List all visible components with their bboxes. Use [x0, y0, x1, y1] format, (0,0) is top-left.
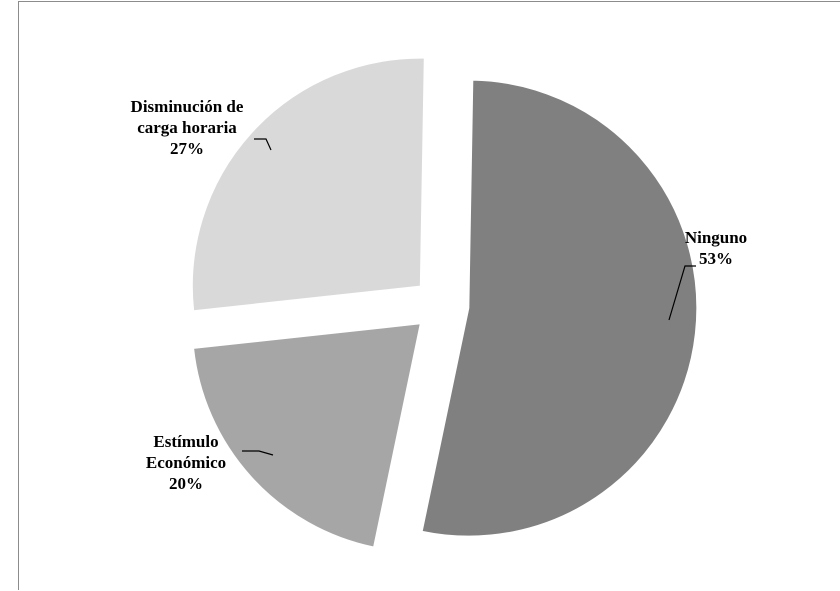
pie-slice-1: [422, 80, 697, 536]
pie-chart: Ninguno 53% Estímulo Económico 20% Disminució…: [9, 0, 840, 590]
slice-label-line: carga horaria: [137, 118, 237, 137]
slice-label-1: Ninguno 53%: [685, 228, 747, 268]
slice-label-line: 20%: [169, 474, 203, 493]
slice-label-2: Estímulo Económico 20%: [146, 432, 226, 493]
pie-slice-2: [194, 324, 421, 547]
slices-layer: [192, 58, 697, 547]
slice-label-line: Ninguno: [685, 228, 747, 247]
chart-area: Ninguno 53% Estímulo Económico 20% Disminució…: [9, 0, 839, 591]
slice-label-line: Estímulo: [153, 432, 218, 451]
pie-slice-3: [192, 58, 424, 311]
slice-label-line: 27%: [170, 139, 204, 158]
slice-label-3: Disminución de carga horaria 27%: [131, 97, 244, 158]
slice-label-line: 53%: [699, 249, 733, 268]
slice-label-line: Disminución de: [131, 97, 244, 116]
slice-label-line: Económico: [146, 453, 226, 472]
